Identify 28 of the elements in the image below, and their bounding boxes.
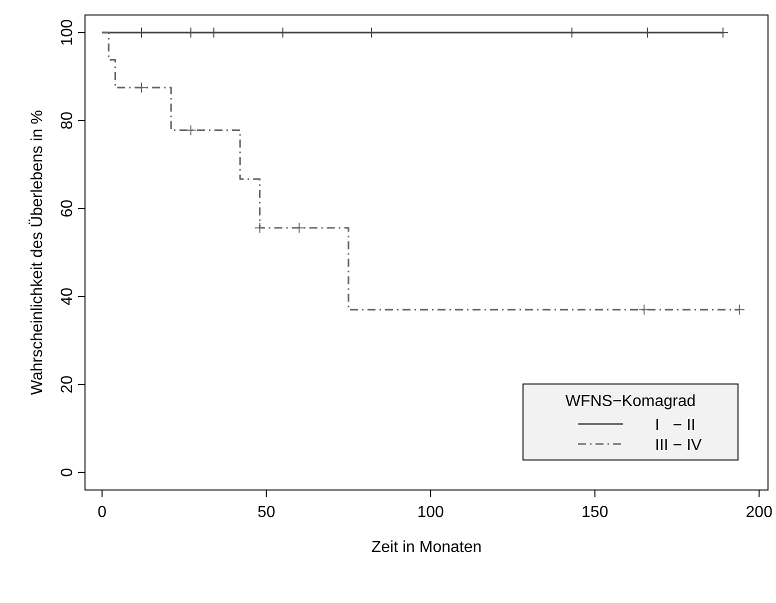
y-tick-label: 100 xyxy=(59,19,76,46)
x-tick-label: 100 xyxy=(417,504,444,521)
x-tick-label: 150 xyxy=(582,504,608,521)
y-tick-label: 0 xyxy=(59,468,76,477)
point xyxy=(136,27,148,38)
x-tick-label: 50 xyxy=(257,504,276,521)
y-axis-title: Wahrscheinlichkeit des Überlebens in % xyxy=(28,110,46,395)
point xyxy=(294,222,305,234)
y-tick-label: 40 xyxy=(59,287,76,306)
y-tick-label: 20 xyxy=(59,375,76,394)
legend-label: III − IV xyxy=(655,437,702,454)
point xyxy=(277,27,288,38)
point xyxy=(717,27,728,38)
x-axis-title: Zeit in Monaten xyxy=(371,539,482,556)
point xyxy=(136,82,148,94)
point xyxy=(366,27,377,38)
legend-title: WFNS−Komagrad xyxy=(565,393,696,410)
point xyxy=(734,304,745,316)
y-tick-label: 60 xyxy=(59,200,76,218)
x-tick-label: 0 xyxy=(98,504,107,521)
y-tick-label: 80 xyxy=(59,112,76,130)
point xyxy=(642,27,653,38)
point xyxy=(185,27,196,38)
point xyxy=(208,27,220,38)
x-tick-label: 200 xyxy=(746,504,773,521)
point xyxy=(566,27,578,38)
point xyxy=(254,222,266,234)
legend-label: I − II xyxy=(655,417,696,434)
